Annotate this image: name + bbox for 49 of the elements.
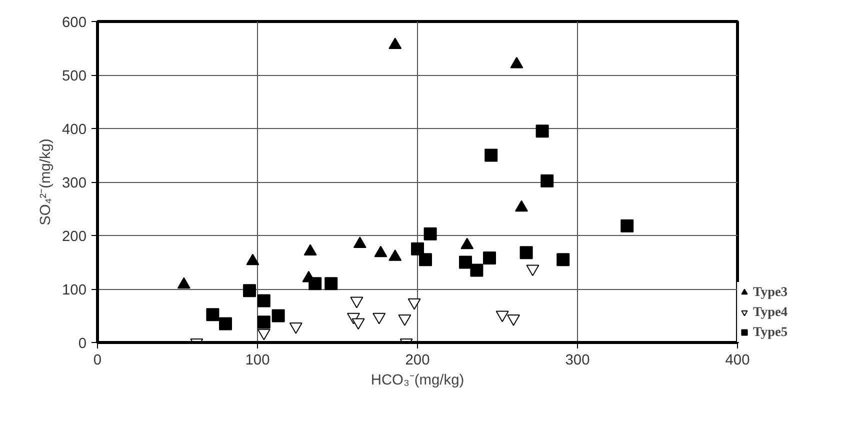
y-tick-label: 0 — [78, 336, 87, 352]
point — [372, 312, 386, 324]
y-tick-label: 200 — [62, 229, 87, 245]
y-axis-title: SO₄²⁻(mg/kg) — [38, 138, 54, 226]
point — [620, 219, 634, 232]
point — [398, 314, 412, 326]
point — [352, 318, 365, 330]
point — [308, 277, 322, 290]
point — [350, 296, 364, 308]
point — [484, 148, 498, 162]
point — [510, 56, 524, 68]
y-tick-label: 600 — [62, 15, 87, 31]
point — [411, 242, 424, 256]
point — [483, 251, 496, 264]
legend-label: Type4 — [753, 304, 788, 320]
y-tick-label: 100 — [62, 282, 87, 298]
point — [289, 322, 302, 334]
point — [324, 277, 338, 290]
point — [459, 256, 472, 269]
legend-label: Type3 — [753, 284, 788, 300]
point — [408, 298, 421, 310]
x-tick-label: 200 — [405, 352, 430, 368]
point — [419, 253, 432, 266]
point — [243, 284, 256, 298]
y-tick-label: 300 — [62, 176, 87, 192]
point — [272, 309, 285, 322]
point — [257, 328, 270, 340]
x-tick-label: 300 — [565, 352, 590, 368]
x-tick-label: 100 — [245, 352, 270, 368]
point — [556, 253, 570, 266]
point — [526, 264, 540, 276]
x-tick-label: 400 — [725, 352, 750, 368]
legend-label: Type5 — [753, 324, 788, 340]
point — [257, 316, 270, 329]
point — [470, 264, 484, 277]
point — [520, 246, 533, 260]
point — [507, 314, 520, 326]
y-tick-label: 500 — [62, 68, 87, 84]
point — [388, 38, 402, 50]
point — [540, 174, 554, 188]
point — [536, 124, 549, 138]
point — [219, 317, 232, 330]
x-tick-label: 0 — [93, 352, 102, 368]
point — [424, 227, 437, 240]
x-axis-title: HCO₃⁻(mg/kg) — [370, 372, 464, 388]
point — [206, 308, 220, 322]
point — [257, 294, 270, 308]
y-tick-label: 400 — [62, 122, 87, 138]
point — [496, 310, 509, 322]
